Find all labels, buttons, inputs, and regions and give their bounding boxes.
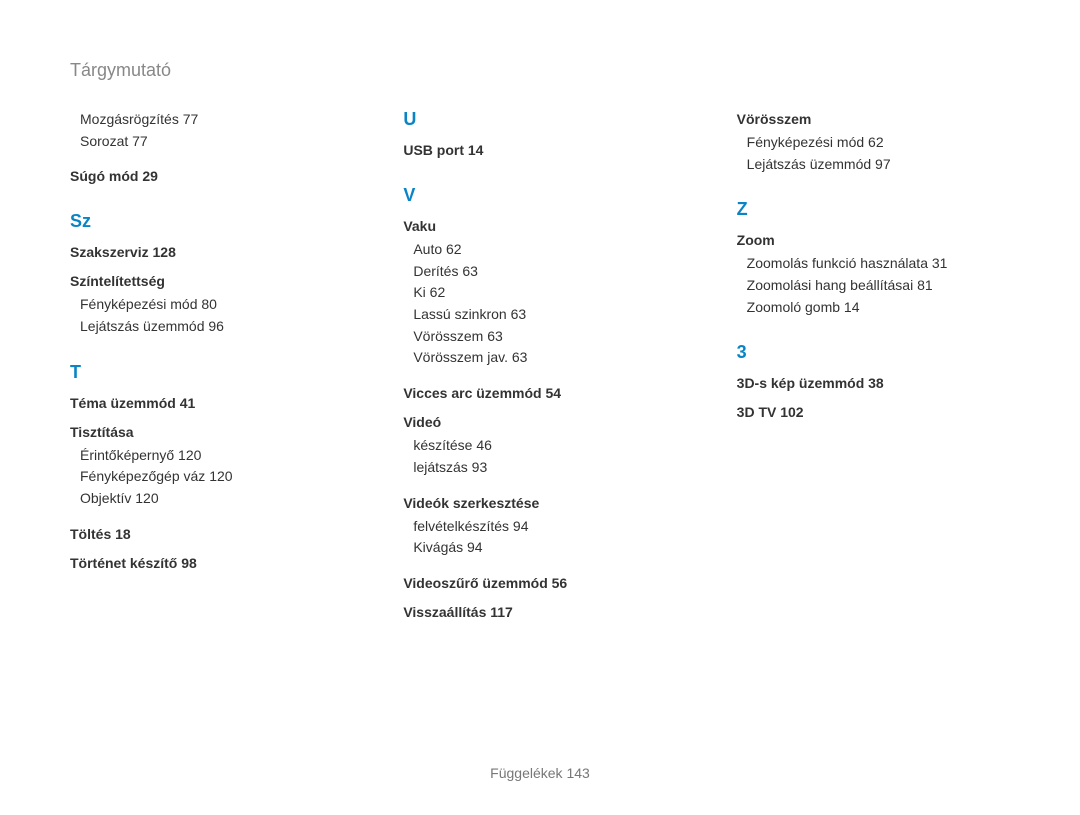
index-heading: Videó xyxy=(403,412,676,433)
index-heading: Töltés 18 xyxy=(70,524,343,545)
column-2: U USB port 14 V Vaku Auto 62 Derítés 63 … xyxy=(403,109,676,625)
index-heading: Videoszűrő üzemmód 56 xyxy=(403,573,676,594)
index-entry: Fényképezési mód 62 xyxy=(747,132,1010,154)
column-1: Mozgásrögzítés 77 Sorozat 77 Súgó mód 29… xyxy=(70,109,343,625)
index-page: Tárgymutató Mozgásrögzítés 77 Sorozat 77… xyxy=(0,0,1080,815)
index-heading: Visszaállítás 117 xyxy=(403,602,676,623)
index-heading: Tisztítása xyxy=(70,422,343,443)
index-entry: lejátszás 93 xyxy=(413,457,676,479)
index-heading: Színtelítettség xyxy=(70,271,343,292)
index-heading: 3D TV 102 xyxy=(737,402,1010,423)
letter-heading-v: V xyxy=(403,185,676,206)
columns: Mozgásrögzítés 77 Sorozat 77 Súgó mód 29… xyxy=(70,109,1010,625)
page-footer: Függelékek 143 xyxy=(0,765,1080,781)
index-heading: Vaku xyxy=(403,216,676,237)
index-entry: Zoomoló gomb 14 xyxy=(747,297,1010,319)
index-entry: Zoomolási hang beállításai 81 xyxy=(747,275,1010,297)
index-entry: készítése 46 xyxy=(413,435,676,457)
index-entry: Derítés 63 xyxy=(413,261,676,283)
letter-heading-z: Z xyxy=(737,199,1010,220)
index-entry: Mozgásrögzítés 77 xyxy=(80,109,343,131)
index-entry: Lejátszás üzemmód 96 xyxy=(80,316,343,338)
letter-heading-sz: Sz xyxy=(70,211,343,232)
index-entry: Ki 62 xyxy=(413,282,676,304)
index-entry: Lassú szinkron 63 xyxy=(413,304,676,326)
index-entry: Vörösszem 63 xyxy=(413,326,676,348)
index-entry: Érintőképernyő 120 xyxy=(80,445,343,467)
index-entry: felvételkészítés 94 xyxy=(413,516,676,538)
index-heading: Zoom xyxy=(737,230,1010,251)
letter-heading-u: U xyxy=(403,109,676,130)
index-entry: Objektív 120 xyxy=(80,488,343,510)
index-entry: Sorozat 77 xyxy=(80,131,343,153)
index-heading: Vörösszem xyxy=(737,109,1010,130)
index-heading: USB port 14 xyxy=(403,140,676,161)
index-entry: Auto 62 xyxy=(413,239,676,261)
index-entry: Fényképezőgép váz 120 xyxy=(80,466,343,488)
page-title: Tárgymutató xyxy=(70,60,1010,81)
index-heading: Történet készítő 98 xyxy=(70,553,343,574)
index-entry: Lejátszás üzemmód 97 xyxy=(747,154,1010,176)
index-heading: Súgó mód 29 xyxy=(70,166,343,187)
index-entry: Fényképezési mód 80 xyxy=(80,294,343,316)
index-heading: Videók szerkesztése xyxy=(403,493,676,514)
index-heading: Vicces arc üzemmód 54 xyxy=(403,383,676,404)
index-heading: 3D-s kép üzemmód 38 xyxy=(737,373,1010,394)
index-heading: Szakszerviz 128 xyxy=(70,242,343,263)
index-entry: Kivágás 94 xyxy=(413,537,676,559)
letter-heading-3: 3 xyxy=(737,342,1010,363)
letter-heading-t: T xyxy=(70,362,343,383)
index-entry: Zoomolás funkció használata 31 xyxy=(747,253,1010,275)
index-heading: Téma üzemmód 41 xyxy=(70,393,343,414)
index-entry: Vörösszem jav. 63 xyxy=(413,347,676,369)
column-3: Vörösszem Fényképezési mód 62 Lejátszás … xyxy=(737,109,1010,625)
